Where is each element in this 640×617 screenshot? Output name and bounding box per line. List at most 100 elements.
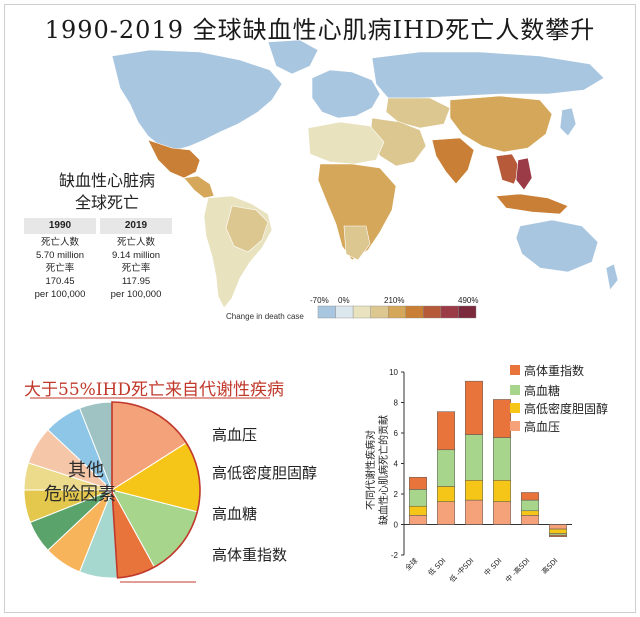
- map-region-indonesia: [495, 193, 569, 215]
- bar-segment: [493, 399, 511, 438]
- legend-tick: -70%: [310, 296, 329, 305]
- stat-year: 1990: [24, 218, 96, 234]
- bar-segment: [521, 499, 539, 512]
- stat-card-1990: 1990 死亡人数 5.70 million 死亡率 170.45 per 10…: [24, 218, 96, 301]
- bar-y-label-line-2: 缺血性心肌病死亡的贡献: [377, 415, 390, 525]
- stat-deaths-label: 死亡人数: [40, 237, 79, 248]
- bar-legend-label: 高血压: [524, 420, 561, 434]
- bar-segment: [549, 524, 567, 530]
- map-region-greenland: [267, 39, 319, 75]
- bar-segment: [521, 515, 539, 525]
- bar-segment: [493, 480, 511, 502]
- bar-legend-item-sbp: 高血压: [510, 418, 561, 435]
- map-region-europe: [311, 69, 381, 119]
- pie-label-ldl: 高低密度胆固醇: [212, 464, 318, 482]
- stat-rate-value: 117.95: [121, 276, 151, 287]
- figure-frame: [4, 4, 636, 613]
- bar-x-tick-label: 中 -高SDI: [503, 556, 531, 584]
- bar-legend-item-bmi: 高体重指数: [510, 362, 585, 379]
- stat-deaths-value: 5.70 million: [35, 250, 85, 261]
- map-region-china: [449, 95, 553, 153]
- map-legend-colorbar: [317, 305, 477, 319]
- bar-x-tick-label: 全球: [403, 556, 419, 572]
- bar-segment: [409, 489, 427, 507]
- legend-swatch: [510, 385, 520, 395]
- stat-deaths-value: 9.14 million: [111, 250, 161, 261]
- bar-segment: [409, 505, 427, 516]
- bar-y-tick-label: 4: [394, 460, 399, 469]
- bar-segment: [437, 411, 455, 451]
- bar-x-tick-label: 高SDI: [540, 556, 560, 576]
- map-region-north-america: [111, 49, 283, 151]
- bar-segment: [437, 501, 455, 525]
- legend-swatch: [510, 403, 520, 413]
- bar-segment: [465, 380, 483, 435]
- map-region-australia: [515, 219, 599, 273]
- bar-segment: [521, 492, 539, 501]
- bar-y-tick-label: 10: [389, 368, 398, 377]
- bar-segment: [549, 534, 567, 537]
- bar-legend-label: 高体重指数: [524, 364, 585, 378]
- stat-card-2019: 2019 死亡人数 9.14 million 死亡率 117.95 per 10…: [100, 218, 172, 301]
- bar-segment: [437, 486, 455, 502]
- bar-y-label-line-1: 不同代谢性疾病对: [364, 430, 377, 510]
- pie-label-bmi: 高体重指数: [212, 546, 288, 564]
- bar-segment: [493, 437, 511, 481]
- pie-other-label-2: 危险因素: [44, 484, 116, 505]
- pie-label-fpg: 高血糖: [212, 505, 258, 523]
- map-region-india: [431, 137, 475, 185]
- pie-other-label-1: 其他: [68, 460, 104, 481]
- map-region-brazil: [225, 205, 269, 253]
- map-region-central-america: [183, 175, 215, 199]
- bar-segment: [465, 499, 483, 525]
- legend-tick: 210%: [384, 296, 405, 305]
- bar-legend-item-ldl: 高低密度胆固醇: [510, 400, 609, 417]
- legend-tick: 490%: [458, 296, 479, 305]
- map-label: 缺血性心脏病 全球死亡: [22, 170, 192, 214]
- legend-swatch: [510, 421, 520, 431]
- map-region-southern-africa: [343, 225, 371, 261]
- bar-segment: [437, 449, 455, 487]
- stat-rate-value: 170.45: [45, 276, 75, 287]
- stat-rate-label: 死亡率: [121, 263, 151, 274]
- bar-segment: [409, 476, 427, 490]
- stat-rate-label: 死亡率: [45, 263, 75, 274]
- bar-segment: [465, 480, 483, 501]
- legend-color-step: [458, 305, 477, 319]
- bar-y-tick-label: -2: [391, 551, 399, 560]
- bar-legend-item-fpg: 高血糖: [510, 382, 560, 399]
- bar-x-tick-label: 低 -中SDI: [447, 556, 475, 584]
- stat-year: 2019: [100, 218, 172, 234]
- pie-highlight-outline: [111, 401, 201, 579]
- bar-segment: [465, 434, 483, 481]
- bar-y-ticks: -2 0 2 4 6 8 10: [389, 368, 404, 560]
- map-region-sub-saharan-africa: [317, 163, 397, 261]
- legend-title: Change in death case: [226, 312, 304, 321]
- pie-title: 大于55%IHD死亡来自代谢性疾病: [24, 380, 284, 400]
- bar-segment: [549, 528, 567, 534]
- bar-legend-label: 高低密度胆固醇: [524, 402, 609, 416]
- map-label-line-2: 全球死亡: [74, 193, 139, 212]
- legend-tick: 0%: [338, 296, 350, 305]
- bar-segment: [521, 510, 539, 516]
- map-region-japan: [559, 107, 577, 137]
- legend-swatch: [510, 365, 520, 375]
- map-region-central-asia: [385, 97, 451, 129]
- bar-series: [409, 380, 567, 537]
- page-title: 1990-2019 全球缺血性心肌病IHD死亡人数攀升: [44, 16, 596, 44]
- bar-x-tick-label: 低 SDI: [426, 556, 447, 577]
- bar-segment: [409, 515, 427, 525]
- stat-rate-unit: per 100,000: [34, 289, 86, 300]
- world-map: [111, 39, 619, 319]
- bar-y-tick-label: 0: [394, 521, 399, 530]
- map-label-line-1: 缺血性心脏病: [58, 171, 155, 190]
- map-region-philippines: [515, 157, 533, 191]
- map-region-north-africa: [307, 121, 385, 165]
- bar-y-tick-label: 8: [394, 399, 399, 408]
- pie-slices: [23, 401, 201, 579]
- pie-callout-lines: [30, 397, 270, 583]
- bar-segment: [493, 501, 511, 525]
- bar-y-tick-label: 6: [394, 429, 399, 438]
